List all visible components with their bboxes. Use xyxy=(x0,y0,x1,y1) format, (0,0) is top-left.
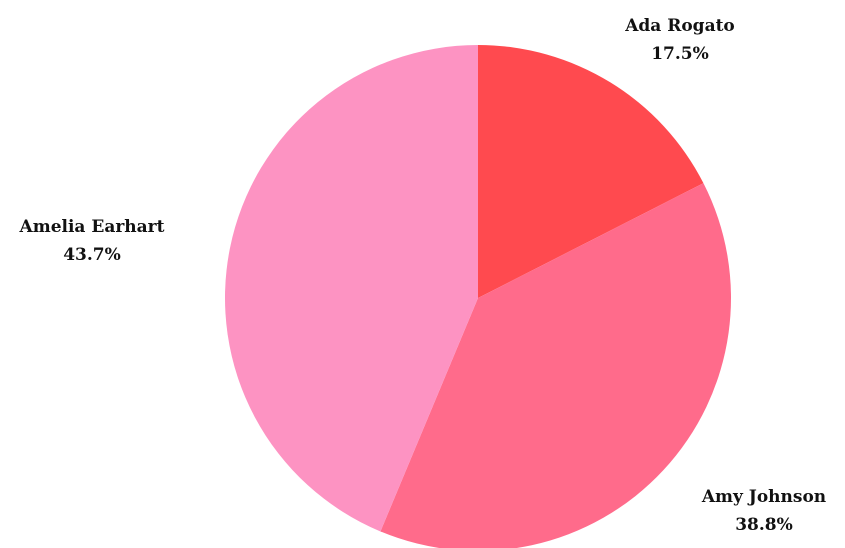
slice-value-amy-johnson: 38.8% xyxy=(735,515,793,535)
slice-label-ada-rogato: Ada Rogato xyxy=(624,16,735,36)
slice-value-amelia-earhart: 43.7% xyxy=(63,245,121,265)
pie-slice-amy-johnson xyxy=(380,183,731,548)
slice-label-amelia-earhart: Amelia Earhart xyxy=(19,217,165,237)
slice-value-ada-rogato: 17.5% xyxy=(651,44,709,64)
pie-slice-amelia-earhart xyxy=(224,45,478,532)
pie-slice-ada-rogato xyxy=(478,45,704,298)
slice-label-amy-johnson: Amy Johnson xyxy=(701,487,826,507)
pie-slices xyxy=(224,45,731,548)
pie-labels: Ada Rogato 17.5% Amy Johnson 38.8% Amelia Ea… xyxy=(19,16,827,535)
